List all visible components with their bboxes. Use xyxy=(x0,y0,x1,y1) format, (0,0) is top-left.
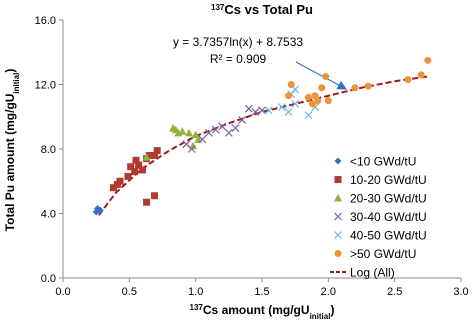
point xyxy=(314,97,322,105)
x-tick-label: 0.5 xyxy=(122,286,137,298)
y-tick-label: 0.0 xyxy=(41,273,56,285)
annotation-arrow xyxy=(295,61,348,90)
point xyxy=(364,82,372,90)
legend-label: <10 GWd/tU xyxy=(350,155,416,169)
y-axis-label: Total Pu amount (mg/gUinitial) xyxy=(3,69,21,232)
legend-marker xyxy=(334,250,342,257)
legend-label: 20-30 GWd/tU xyxy=(350,192,427,206)
point xyxy=(187,145,196,153)
point xyxy=(151,192,159,200)
point xyxy=(96,206,104,214)
point xyxy=(284,107,293,116)
point xyxy=(132,156,140,164)
point xyxy=(143,198,151,206)
equation: y = 3.7357ln(x) + 8.7533 xyxy=(173,35,303,49)
point xyxy=(153,147,161,155)
legend-label: >50 GWd/tU xyxy=(350,247,416,261)
point xyxy=(131,168,139,176)
point xyxy=(404,76,412,84)
x-tick-label: 0.0 xyxy=(55,286,70,298)
y-tick-label: 12.0 xyxy=(35,80,56,92)
legend-marker xyxy=(334,231,342,239)
point xyxy=(224,128,233,137)
x-tick-label: 1.5 xyxy=(254,286,269,298)
legend-label: Log (All) xyxy=(350,266,395,280)
point xyxy=(109,184,117,192)
legend-label: 40-50 GWd/tU xyxy=(350,229,427,243)
point xyxy=(244,104,253,113)
point xyxy=(285,92,293,100)
r-squared: R² = 0.909 xyxy=(210,52,267,66)
point xyxy=(318,84,326,92)
legend-marker xyxy=(334,176,342,183)
point xyxy=(218,122,227,131)
point xyxy=(191,130,200,138)
legend-marker xyxy=(334,194,342,202)
point xyxy=(189,141,198,150)
point xyxy=(324,97,332,105)
point xyxy=(178,127,187,135)
trend-line xyxy=(98,75,428,216)
y-label-text: Total Pu amount (mg/gU xyxy=(3,94,17,232)
point xyxy=(351,84,359,92)
legend-label: 30-40 GWd/tU xyxy=(350,210,427,224)
point xyxy=(211,125,220,134)
point xyxy=(417,71,425,79)
x-tick-label: 1.0 xyxy=(188,286,203,298)
point xyxy=(116,177,124,185)
legend-marker xyxy=(334,157,342,165)
point xyxy=(258,106,266,115)
x-tick-label: 2.5 xyxy=(387,286,402,298)
y-tick-label: 8.0 xyxy=(41,144,56,156)
point xyxy=(277,103,286,111)
y-label-end: ) xyxy=(3,69,17,73)
point xyxy=(238,116,247,124)
point xyxy=(139,166,147,174)
point xyxy=(205,128,213,137)
point xyxy=(287,81,295,88)
x-label-text: Cs amount (mg/gU xyxy=(203,303,310,317)
point xyxy=(251,107,260,116)
point xyxy=(124,172,132,180)
x-axis-label: 137Cs amount (mg/gUinitial) xyxy=(190,303,335,321)
point xyxy=(142,153,151,161)
point xyxy=(127,163,135,171)
x-tick-label: 3.0 xyxy=(453,286,468,298)
point xyxy=(231,124,240,132)
point xyxy=(264,106,273,115)
title-text: Cs vs Total Pu xyxy=(224,2,313,17)
x-tick-label: 2.0 xyxy=(321,286,336,298)
y-tick-label: 4.0 xyxy=(41,209,56,221)
point xyxy=(198,135,207,144)
point xyxy=(424,56,432,64)
point xyxy=(145,151,153,159)
legend-label: 10-20 GWd/tU xyxy=(350,173,427,187)
y-tick-label: 16.0 xyxy=(35,15,56,27)
point xyxy=(291,99,300,108)
point xyxy=(322,72,330,80)
y-label-sub: initial xyxy=(12,73,21,94)
x-label-sup: 137 xyxy=(190,303,204,312)
x-label-end: ) xyxy=(330,303,334,317)
title-sup: 137 xyxy=(211,3,225,12)
point xyxy=(308,100,316,108)
legend-marker xyxy=(334,212,342,221)
point xyxy=(304,111,313,120)
x-label-sub: initial xyxy=(310,312,331,321)
point xyxy=(135,161,143,169)
chart-title: 137Cs vs Total Pu xyxy=(211,2,313,17)
point xyxy=(304,93,312,101)
point xyxy=(185,128,194,137)
point xyxy=(151,151,159,159)
